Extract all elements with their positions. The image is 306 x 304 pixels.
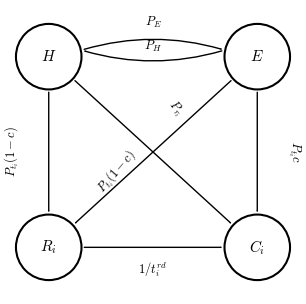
FancyArrowPatch shape (84, 39, 221, 49)
Text: $R_i$: $R_i$ (40, 239, 57, 256)
Text: $C_i$: $C_i$ (249, 238, 265, 257)
Circle shape (225, 215, 290, 280)
FancyArrowPatch shape (75, 81, 230, 223)
Text: $P_{t_i}(1-c)$: $P_{t_i}(1-c)$ (94, 146, 141, 197)
Text: $P_H$: $P_H$ (144, 39, 162, 54)
Text: $E$: $E$ (250, 49, 264, 64)
Circle shape (16, 215, 81, 280)
Circle shape (16, 24, 81, 89)
Text: $P_{t_i}(1-c)$: $P_{t_i}(1-c)$ (2, 126, 21, 178)
Text: $P_{r_i}$: $P_{r_i}$ (164, 97, 187, 120)
Text: $1/t_i^{rd}$: $1/t_i^{rd}$ (139, 261, 167, 279)
Text: $H$: $H$ (41, 49, 57, 64)
FancyArrowPatch shape (85, 51, 222, 61)
Text: $P_E$: $P_E$ (145, 15, 161, 30)
Text: $P_{t_i}c$: $P_{t_i}c$ (286, 141, 303, 163)
Circle shape (225, 24, 290, 89)
FancyArrowPatch shape (76, 81, 231, 223)
